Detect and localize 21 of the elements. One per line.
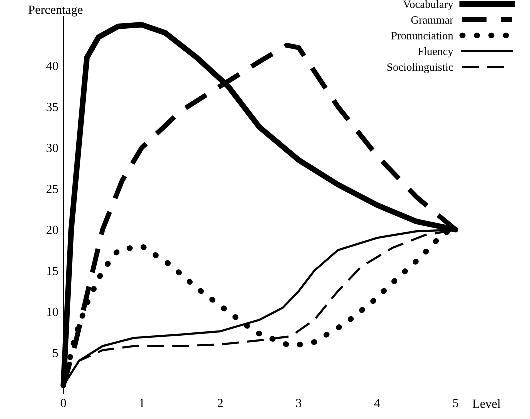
x-tick-label: 5 (453, 399, 458, 408)
y-tick-label: 10 (47, 308, 58, 316)
y-tick-label: 30 (46, 144, 58, 152)
x-tick-label: 0 (60, 399, 66, 408)
y-tick-label: 15 (47, 266, 58, 276)
y-tick-label: 20 (46, 226, 58, 234)
y-tick-label: 35 (46, 102, 58, 112)
x-tick-label: 2 (218, 399, 223, 408)
x-tick-label: 3 (296, 399, 302, 408)
x-tick-label: 1 (140, 399, 144, 408)
legend-label: Pronunciation (392, 32, 454, 40)
y-axis-title: Percentage (28, 6, 83, 17)
y-tick-label: 5 (53, 349, 58, 358)
legend-label: Vocabulary (403, 0, 454, 11)
y-tick-label: 25 (46, 184, 58, 194)
legend-label: Fluency (418, 48, 454, 58)
x-tick-label: 4 (374, 399, 380, 408)
legend-label: Sociolinguistic (388, 63, 454, 74)
y-tick-label: 40 (46, 62, 58, 70)
x-axis-title: Level (472, 399, 501, 408)
legend-label: Grammar (411, 16, 454, 24)
